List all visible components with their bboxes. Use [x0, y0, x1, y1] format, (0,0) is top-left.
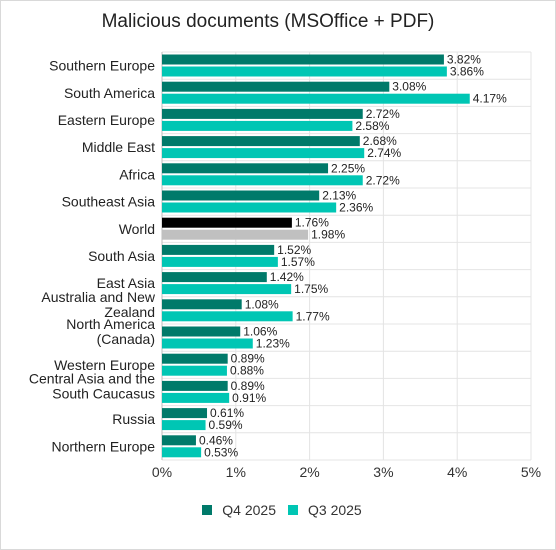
x-tick-label: 3% [373, 464, 393, 480]
data-label: 0.46% [199, 433, 233, 447]
category-label: Africa [119, 166, 155, 182]
legend-item-q4[interactable]: Q4 2025 [202, 502, 276, 518]
category-label: Central Asia and the [29, 370, 155, 386]
data-label: 1.98% [311, 228, 345, 242]
bar [162, 435, 196, 446]
data-label: 0.89% [231, 352, 265, 366]
data-label: 3.08% [392, 80, 426, 94]
data-label: 1.75% [294, 282, 328, 296]
data-label: 2.72% [366, 107, 400, 121]
data-label: 1.42% [270, 270, 304, 284]
data-label: 1.06% [243, 325, 277, 339]
bar [162, 93, 470, 104]
bar [162, 353, 228, 364]
bar [162, 338, 253, 349]
legend-swatch-q4 [202, 505, 213, 515]
data-label: 1.57% [281, 255, 315, 269]
data-label: 1.76% [295, 216, 329, 230]
category-label: South America [64, 85, 155, 101]
x-tick-label: 5% [521, 464, 541, 480]
bar [162, 244, 275, 255]
data-label: 0.89% [231, 379, 265, 393]
x-tick-label: 4% [447, 464, 467, 480]
legend: Q4 2025 Q3 2025 [0, 502, 556, 518]
bar [162, 202, 337, 213]
data-label: 2.68% [363, 134, 397, 148]
category-label: Eastern Europe [58, 112, 155, 128]
bar [162, 217, 292, 228]
bar [162, 163, 329, 174]
bar [162, 120, 353, 131]
bar [162, 272, 267, 283]
bar [162, 420, 206, 431]
bar [162, 380, 228, 391]
bar [162, 66, 447, 77]
data-label: 3.86% [450, 65, 484, 79]
category-label: Middle East [82, 139, 155, 155]
category-label: South Asia [88, 248, 155, 264]
bar [162, 108, 363, 119]
data-label: 2.13% [322, 189, 356, 203]
bar [162, 81, 390, 92]
data-label: 2.72% [366, 173, 400, 187]
data-label: 0.88% [230, 364, 264, 378]
data-label: 2.74% [367, 146, 401, 160]
data-label: 1.52% [277, 243, 311, 257]
bar [162, 229, 309, 240]
data-label: 2.36% [339, 201, 373, 215]
bar [162, 54, 444, 65]
bar [162, 365, 227, 376]
bar [162, 284, 292, 295]
category-label: Western Europe [54, 357, 155, 373]
chart-title: Malicious documents (MSOffice + PDF) [101, 11, 435, 32]
data-label: 0.53% [204, 445, 238, 459]
bar [162, 299, 242, 310]
category-label: East Asia [97, 275, 156, 291]
data-label: 0.61% [210, 406, 244, 420]
x-tick-label: 0% [152, 464, 172, 480]
data-label: 0.91% [232, 391, 266, 405]
data-label: 0.59% [209, 418, 243, 432]
category-label: Russia [112, 411, 155, 427]
legend-label-q3: Q3 2025 [308, 502, 362, 518]
category-label: Northern Europe [51, 438, 155, 454]
category-label: Southern Europe [49, 58, 155, 74]
bar [162, 326, 241, 337]
bar-chart: 0% 1% 2% 3% 4% 5% 3.82%3.86% Southern Europe 3.0… [29, 51, 541, 480]
bar [162, 136, 360, 147]
data-label: 1.77% [296, 309, 330, 323]
bar [162, 392, 230, 403]
legend-swatch-q3 [288, 505, 298, 515]
data-label: 2.25% [331, 161, 365, 175]
category-label: (Canada) [97, 331, 155, 347]
data-label: 2.58% [355, 119, 389, 133]
data-label: 1.23% [256, 337, 290, 351]
category-label: World [119, 221, 155, 237]
bar [162, 311, 293, 322]
bar [162, 447, 202, 458]
data-label: 4.17% [473, 92, 507, 106]
x-tick-label: 1% [226, 464, 246, 480]
category-label: Southeast Asia [62, 194, 156, 210]
data-label: 3.82% [447, 53, 481, 67]
legend-label-q4: Q4 2025 [222, 502, 276, 518]
legend-item-q3[interactable]: Q3 2025 [288, 502, 362, 518]
category-label: North America [66, 316, 155, 332]
bar [162, 408, 208, 419]
data-label: 1.08% [245, 297, 279, 311]
category-label: Zealand [104, 304, 155, 320]
category-label: Australia and New [41, 289, 156, 305]
category-label: South Caucasus [52, 385, 155, 401]
bar [162, 190, 320, 201]
bar [162, 256, 278, 267]
bar [162, 175, 363, 186]
x-tick-label: 2% [299, 464, 319, 480]
bar [162, 148, 365, 159]
